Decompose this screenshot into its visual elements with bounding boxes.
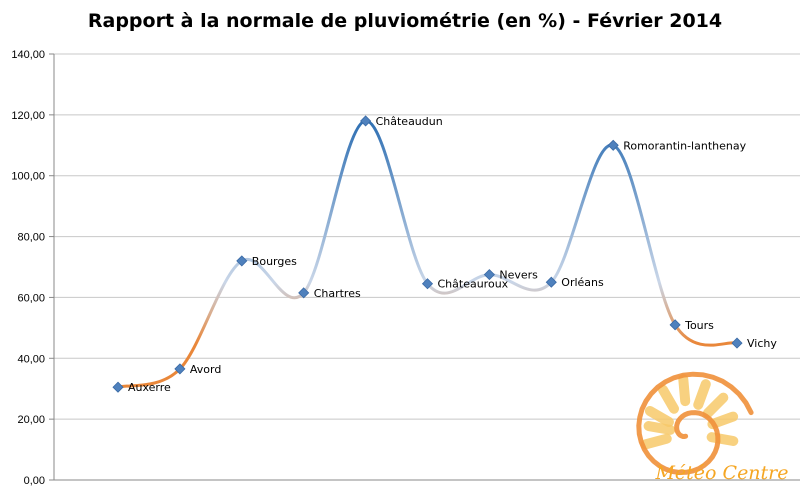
sun-ray-shape <box>678 374 691 407</box>
point-label: Châteaudun <box>376 115 443 128</box>
y-tick-label: 20,00 <box>17 414 45 426</box>
axes: 0,00 20,00 40,00 60,00 80,00 100,00 120,00 140,… <box>11 49 800 487</box>
point-marker <box>236 255 248 267</box>
sun-ray-shape <box>644 406 674 427</box>
y-tick-label: 120,00 <box>11 110 45 122</box>
point-marker <box>545 276 557 288</box>
point-marker <box>483 269 495 281</box>
logo: Météo Centre <box>636 371 789 484</box>
point-label: Châteauroux <box>438 278 509 291</box>
chart-title: Rapport à la normale de pluviométrie (en… <box>87 10 723 32</box>
point-label: Vichy <box>747 337 777 350</box>
sun-ray-shape <box>707 411 739 430</box>
point-marker <box>298 287 310 299</box>
y-tick-label: 60,00 <box>17 292 45 304</box>
point-marker <box>112 381 124 393</box>
point-label: Auxerre <box>128 381 171 394</box>
point-marker <box>421 278 434 290</box>
point-marker <box>607 139 619 151</box>
point-label: Romorantin-lanthenay <box>623 139 746 152</box>
sun-ray-shape <box>640 433 672 450</box>
sun-spiral-icon <box>636 371 754 476</box>
point-label: Nevers <box>499 269 538 282</box>
sun-ray-shape <box>658 384 679 414</box>
point-labels: Auxerre Avord Bourges Chartres Châteaudun Châ… <box>128 115 777 394</box>
point-label: Tours <box>684 319 714 332</box>
point-label: Avord <box>190 363 221 376</box>
point-label: Chartres <box>314 287 361 300</box>
point-marker <box>360 115 372 127</box>
logo-text: Météo Centre <box>654 462 788 484</box>
y-tick-label: 140,00 <box>11 49 45 61</box>
sun-ray-shape <box>706 432 739 446</box>
y-tick-label: 80,00 <box>17 232 45 244</box>
sun-ray-shape <box>702 392 729 419</box>
point-marker <box>669 319 681 331</box>
point-label: Bourges <box>252 255 297 268</box>
sun-ray-shape <box>693 379 711 410</box>
y-tick-label: 40,00 <box>17 353 45 365</box>
y-tick-label: 0,00 <box>24 475 45 487</box>
series-line <box>117 119 738 389</box>
markers <box>112 115 743 393</box>
point-label: Orléans <box>561 276 604 289</box>
sun-ray-shape <box>643 421 676 435</box>
y-tick-label: 100,00 <box>11 171 45 183</box>
point-marker <box>731 337 743 349</box>
point-marker <box>174 363 186 375</box>
